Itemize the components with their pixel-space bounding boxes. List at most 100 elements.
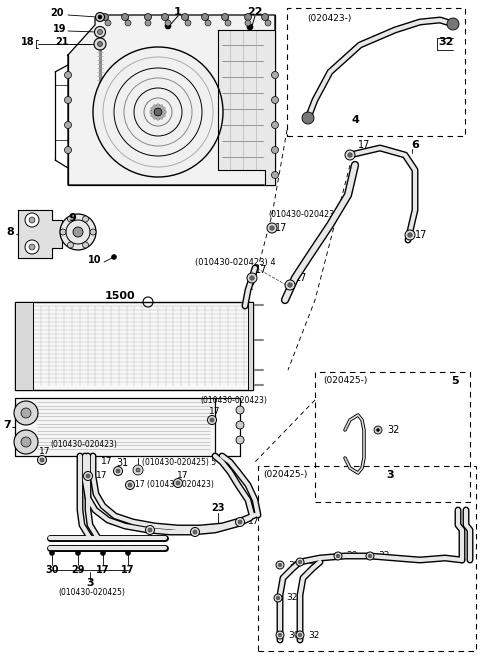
Circle shape [161, 108, 165, 111]
Circle shape [236, 406, 244, 414]
Text: 19: 19 [53, 24, 67, 34]
Circle shape [210, 418, 214, 422]
Circle shape [29, 217, 35, 223]
Circle shape [181, 14, 189, 20]
Text: 21: 21 [55, 37, 69, 47]
Circle shape [274, 594, 282, 602]
Text: 17: 17 [415, 230, 427, 240]
Circle shape [159, 106, 162, 108]
Circle shape [408, 233, 412, 237]
Text: (020423-): (020423-) [307, 14, 351, 22]
Circle shape [29, 244, 35, 250]
Circle shape [152, 108, 155, 111]
Circle shape [272, 171, 278, 178]
Circle shape [144, 14, 152, 20]
Circle shape [164, 110, 167, 113]
Text: 17: 17 [177, 470, 189, 480]
Circle shape [150, 107, 153, 110]
Text: 17: 17 [248, 518, 260, 527]
Circle shape [163, 114, 166, 117]
Text: (020425-): (020425-) [323, 377, 367, 386]
Text: (010430-020425): (010430-020425) [58, 588, 125, 596]
Text: 30: 30 [45, 565, 59, 575]
Circle shape [159, 115, 162, 119]
Circle shape [121, 14, 129, 20]
Circle shape [276, 561, 284, 569]
Circle shape [101, 14, 108, 20]
Text: 9: 9 [68, 213, 76, 223]
Circle shape [176, 481, 180, 485]
Circle shape [64, 96, 72, 104]
Bar [15, 302, 253, 390]
Circle shape [125, 480, 134, 489]
Circle shape [236, 436, 244, 444]
Circle shape [250, 276, 254, 280]
Circle shape [278, 564, 282, 567]
Circle shape [191, 527, 200, 537]
Text: 20: 20 [50, 8, 64, 18]
Text: 3: 3 [86, 578, 94, 588]
Circle shape [60, 229, 66, 235]
Text: 18: 18 [21, 37, 35, 47]
Circle shape [64, 146, 72, 154]
Circle shape [154, 108, 162, 116]
Circle shape [133, 465, 143, 475]
Bar [258, 466, 476, 651]
Circle shape [368, 554, 372, 558]
Circle shape [165, 23, 171, 29]
Polygon shape [68, 15, 275, 185]
Circle shape [37, 455, 47, 464]
Circle shape [83, 242, 88, 248]
Text: 32: 32 [308, 558, 319, 567]
Circle shape [128, 483, 132, 487]
Bar [287, 8, 465, 136]
Circle shape [202, 14, 208, 20]
Circle shape [276, 596, 280, 600]
Circle shape [14, 430, 38, 454]
Text: 6: 6 [411, 140, 419, 150]
Circle shape [334, 552, 342, 560]
Text: 32: 32 [438, 37, 454, 47]
Circle shape [161, 113, 165, 116]
Circle shape [113, 466, 122, 476]
Circle shape [348, 153, 352, 157]
Circle shape [49, 550, 55, 556]
Text: 1500: 1500 [105, 291, 135, 301]
Text: 32: 32 [286, 594, 298, 602]
Circle shape [96, 12, 105, 22]
Circle shape [25, 213, 39, 227]
Text: 32: 32 [308, 630, 319, 640]
Text: 29: 29 [346, 552, 358, 560]
Bar [15, 302, 33, 390]
Circle shape [25, 240, 39, 254]
Circle shape [161, 14, 168, 20]
Text: 30: 30 [288, 630, 300, 640]
Text: 17: 17 [39, 447, 51, 457]
Text: 17: 17 [96, 472, 108, 480]
Circle shape [100, 550, 106, 556]
Circle shape [116, 469, 120, 473]
Circle shape [40, 458, 44, 462]
Circle shape [288, 283, 292, 287]
Text: 32: 32 [288, 560, 300, 569]
Circle shape [98, 15, 102, 19]
Circle shape [185, 20, 191, 26]
Circle shape [163, 107, 166, 110]
Circle shape [296, 558, 304, 566]
Text: (020425-): (020425-) [263, 470, 307, 480]
Bar [248, 302, 253, 390]
Circle shape [64, 72, 72, 79]
Circle shape [276, 631, 284, 639]
Circle shape [83, 216, 88, 222]
Circle shape [145, 525, 155, 535]
Circle shape [238, 520, 242, 524]
Circle shape [154, 115, 156, 119]
Circle shape [272, 121, 278, 129]
Circle shape [153, 117, 156, 120]
Text: 29: 29 [71, 565, 85, 575]
Circle shape [447, 18, 459, 30]
Circle shape [247, 273, 257, 283]
Text: 17: 17 [295, 273, 307, 283]
Circle shape [136, 468, 140, 472]
Circle shape [73, 227, 83, 237]
